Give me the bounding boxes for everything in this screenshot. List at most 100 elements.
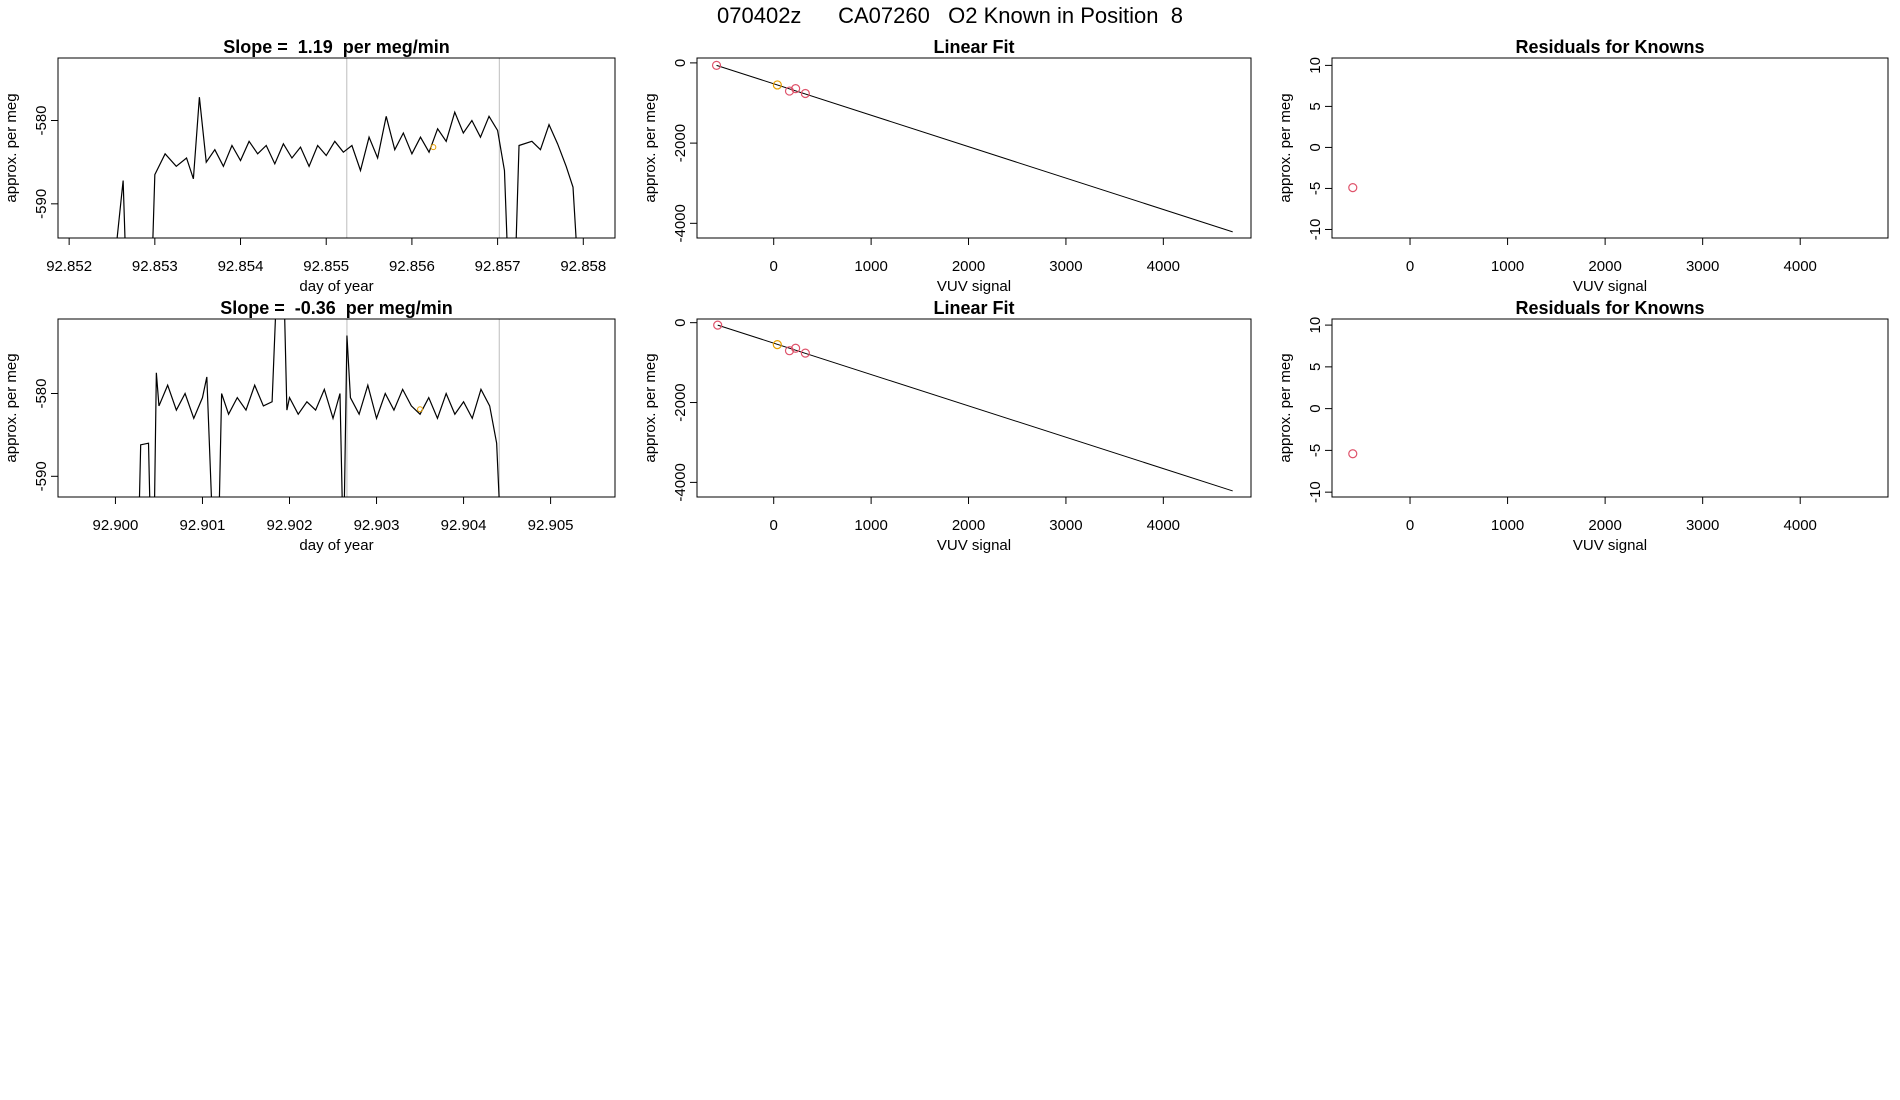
- highlight-point: [417, 406, 424, 413]
- y-tick-label: -2000: [672, 124, 689, 162]
- y-tick-label: 0: [1307, 143, 1324, 151]
- plot-area: [1348, 183, 1358, 193]
- data-point: [791, 84, 801, 94]
- x-axis-label: VUV signal: [937, 537, 1011, 554]
- data-point: [791, 343, 801, 353]
- x-tick-label: 92.854: [218, 258, 264, 275]
- x-tick-label: 92.904: [441, 517, 487, 534]
- y-axis-label: approx. per meg: [3, 353, 20, 462]
- x-tick-label: 0: [1406, 258, 1414, 275]
- y-axis-label: approx. per meg: [1277, 353, 1294, 462]
- plot-frame: [696, 318, 1252, 498]
- data-point: [772, 80, 782, 90]
- y-axis-label: approx. per meg: [642, 93, 659, 202]
- y-tick-label: -5: [1307, 182, 1324, 195]
- plot-frame: [1331, 318, 1889, 498]
- x-tick-label: 92.902: [267, 517, 313, 534]
- y-tick-label: -590: [33, 461, 50, 491]
- x-axis-label: day of year: [299, 278, 373, 295]
- x-tick-label: 4000: [1147, 517, 1180, 534]
- data-line: [116, 97, 577, 238]
- data-point: [713, 320, 723, 330]
- y-tick-label: 0: [672, 319, 689, 327]
- x-tick-label: 2000: [1588, 517, 1621, 534]
- x-tick-label: 92.901: [180, 517, 226, 534]
- x-tick-label: 1000: [854, 258, 887, 275]
- plot-frame: [1331, 57, 1889, 239]
- data-point: [711, 60, 722, 70]
- panel-title: Residuals for Knowns: [1515, 298, 1704, 318]
- y-tick-label: -590: [33, 189, 50, 219]
- x-tick-label: 0: [770, 258, 778, 275]
- y-tick-label: -10: [1307, 481, 1324, 503]
- y-tick-label: 10: [1307, 57, 1324, 74]
- plot-area: [138, 319, 500, 497]
- fit-line: [717, 324, 1233, 492]
- x-tick-label: 92.905: [528, 517, 574, 534]
- x-tick-label: 2000: [952, 517, 985, 534]
- x-axis-label: day of year: [299, 537, 373, 554]
- x-tick-label: 92.857: [475, 258, 521, 275]
- panel-title: Slope = 1.19 per meg/min: [223, 37, 450, 57]
- data-point: [800, 88, 810, 99]
- x-tick-label: 1000: [1491, 258, 1524, 275]
- panel-title: Slope = -0.36 per meg/min: [220, 298, 453, 318]
- y-tick-label: -4000: [672, 463, 689, 501]
- data-line: [138, 319, 500, 497]
- y-tick-label: 5: [1307, 102, 1324, 110]
- x-tick-label: 0: [770, 517, 778, 534]
- y-tick-label: -10: [1307, 219, 1324, 241]
- x-tick-label: 3000: [1049, 517, 1082, 534]
- y-tick-label: -580: [33, 105, 50, 135]
- data-point: [784, 346, 795, 356]
- x-tick-label: 92.855: [303, 258, 349, 275]
- plot-area: [1348, 449, 1358, 459]
- y-axis-label: approx. per meg: [1277, 93, 1294, 202]
- y-tick-label: -2000: [672, 383, 689, 421]
- y-tick-label: -5: [1307, 444, 1324, 457]
- x-tick-label: 1000: [1491, 517, 1524, 534]
- plot-frame: [57, 318, 616, 498]
- data-point: [1348, 183, 1358, 193]
- panel: Slope = -0.36 per meg/min day of year appr…: [3, 298, 616, 554]
- data-point: [772, 340, 782, 350]
- panel-title: Linear Fit: [933, 37, 1014, 57]
- plot-area: [711, 60, 1233, 233]
- main-title: 070402z CA07260 O2 Known in Position 8: [717, 3, 1183, 28]
- x-axis-label: VUV signal: [937, 278, 1011, 295]
- x-tick-label: 4000: [1784, 517, 1817, 534]
- panel: Slope = 1.19 per meg/min day of year appro…: [3, 37, 616, 295]
- panel: Linear Fit VUV signal approx. per meg 0 1000…: [642, 298, 1252, 554]
- fit-line: [716, 64, 1233, 233]
- x-tick-label: 1000: [854, 517, 887, 534]
- panel: Linear Fit VUV signal approx. per meg 0 1000…: [642, 37, 1252, 295]
- x-tick-label: 2000: [952, 258, 985, 275]
- y-tick-label: -580: [33, 378, 50, 408]
- x-tick-label: 92.853: [132, 258, 178, 275]
- x-tick-label: 2000: [1588, 258, 1621, 275]
- panel: Residuals for Knowns VUV signal approx. pe…: [1277, 298, 1889, 554]
- panel-title: Residuals for Knowns: [1515, 37, 1704, 57]
- y-axis-label: approx. per meg: [642, 353, 659, 462]
- plot-frame: [696, 57, 1252, 239]
- panel: Residuals for Knowns VUV signal approx. pe…: [1277, 37, 1889, 295]
- x-axis-label: VUV signal: [1573, 278, 1647, 295]
- panel-title: Linear Fit: [933, 298, 1014, 318]
- y-tick-label: 5: [1307, 363, 1324, 371]
- x-tick-label: 4000: [1147, 258, 1180, 275]
- y-axis-label: approx. per meg: [3, 93, 20, 202]
- x-tick-label: 92.900: [92, 517, 138, 534]
- x-tick-label: 3000: [1686, 258, 1719, 275]
- plot-area: [116, 58, 577, 238]
- y-tick-label: 10: [1307, 317, 1324, 334]
- y-tick-label: -4000: [672, 204, 689, 242]
- x-axis-label: VUV signal: [1573, 537, 1647, 554]
- x-tick-label: 3000: [1049, 258, 1082, 275]
- x-tick-label: 92.856: [389, 258, 435, 275]
- data-point: [1348, 449, 1358, 459]
- plot-area: [713, 320, 1233, 492]
- data-point: [784, 86, 795, 96]
- x-tick-label: 0: [1406, 517, 1414, 534]
- x-tick-label: 92.858: [560, 258, 606, 275]
